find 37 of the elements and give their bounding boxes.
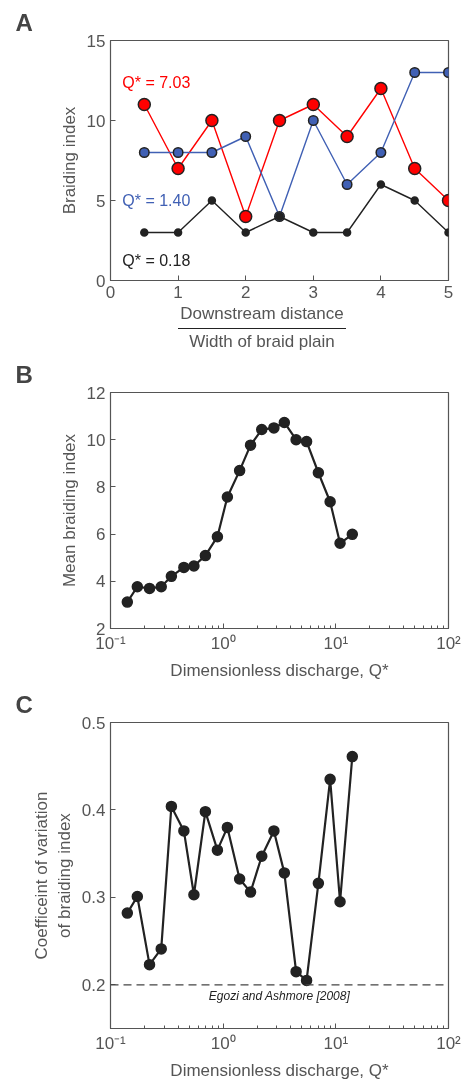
y-tick-label: 0.5 bbox=[81, 713, 106, 733]
x-tick-label: 1 bbox=[173, 282, 183, 302]
y-tick-label: 12 bbox=[86, 383, 106, 403]
y-tick-label: 0.2 bbox=[81, 975, 106, 995]
chart-title: B bbox=[15, 360, 33, 388]
y-axis-title: Coefficeint of variation of braiding index bbox=[32, 791, 74, 960]
y-tick-label: 4 bbox=[96, 572, 106, 592]
y-tick-label: 0.4 bbox=[81, 800, 106, 820]
x-axis-title: Dimensionless discharge, Q* bbox=[170, 1060, 390, 1080]
x-tick-label: 10¹ bbox=[323, 633, 349, 653]
ref-line-label: Egozi and Ashmore [2008] bbox=[208, 988, 351, 1003]
series-label: Q* = 0.18 bbox=[122, 252, 191, 269]
x-tick-label: 3 bbox=[308, 282, 319, 302]
y-tick-label: 10 bbox=[86, 111, 106, 131]
y-tick-label: 6 bbox=[96, 525, 106, 545]
chart-title: A bbox=[15, 8, 33, 36]
y-tick-label: 10 bbox=[86, 430, 106, 450]
y-tick-label: 15 bbox=[86, 31, 106, 51]
x-tick-label: 5 bbox=[443, 282, 454, 302]
y-axis-title: Mean braiding index bbox=[59, 433, 79, 588]
y-tick-label: 0.3 bbox=[81, 888, 106, 908]
x-tick-label: 4 bbox=[376, 282, 386, 302]
y-tick-label: 5 bbox=[96, 191, 106, 211]
x-tick-label: 10² bbox=[436, 633, 462, 653]
series-label: Q* = 7.03 bbox=[122, 74, 191, 91]
chart-title: C bbox=[15, 690, 33, 718]
text: Q* = 1.40 bbox=[122, 192, 191, 209]
x-axis-title: Downstream distance Width of braid plain bbox=[179, 303, 345, 354]
x-tick-label: 2 bbox=[240, 282, 251, 302]
y-tick-label: 8 bbox=[96, 477, 106, 497]
x-tick-label: 10⁰ bbox=[210, 633, 236, 653]
y-axis-title: Braiding index bbox=[59, 106, 79, 215]
x-axis-title: Dimensionless discharge, Q* bbox=[170, 660, 390, 680]
x-tick-label: 10⁻¹ bbox=[95, 1033, 127, 1053]
x-tick-label: 10¹ bbox=[323, 1033, 349, 1053]
x-tick-label: 10² bbox=[436, 1033, 462, 1053]
x-tick-label: 10⁰ bbox=[210, 1033, 236, 1053]
